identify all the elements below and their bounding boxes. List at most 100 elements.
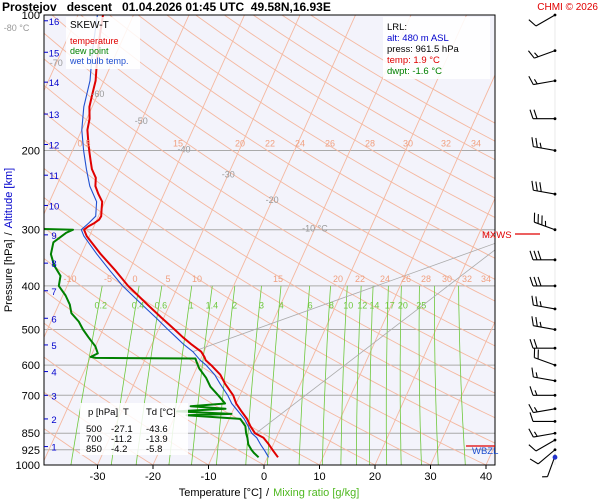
wind-barb [533, 348, 557, 367]
mixing-ratio-label: 8 [329, 301, 334, 311]
mixing-ratio-line [321, 285, 331, 465]
mixing-ratio-line [458, 285, 466, 465]
mixing-ratio-line [385, 285, 389, 465]
table-cell: 500 [86, 424, 102, 435]
wind-barb-origin [553, 49, 557, 53]
wind-barb-feather [535, 137, 538, 148]
wind-barb-half-feather [534, 52, 539, 58]
table-cell: -4.2 [111, 444, 127, 455]
x-tick-label: -20 [145, 471, 161, 483]
wind-barb-origin [553, 258, 557, 262]
mixing-ratio-line [340, 285, 348, 465]
mixing-ratio-label: 4 [279, 301, 284, 311]
mixing-ratio-label: 1 [189, 301, 194, 311]
altitude-tick-label: 14 [49, 78, 60, 89]
altitude-tick-label: 3 [51, 391, 56, 402]
wind-barb-origin [553, 192, 557, 196]
mixing-ratio-label: 17 [385, 301, 395, 311]
dry-adiabat [44, 428, 98, 465]
profile-wet-bulb-temp [80, 15, 270, 458]
wind-barb-origin [553, 228, 557, 232]
dry-adiabat-label: 22 [355, 274, 365, 284]
wind-barb [529, 109, 557, 121]
dry-adiabat [44, 289, 320, 465]
wind-barb-staff [537, 449, 556, 465]
mixing-ratio-label: 20 [398, 301, 408, 311]
wind-barb-origin [553, 407, 557, 411]
wind-barb-origin [553, 419, 557, 423]
table-header-pressure: p [hPa] [88, 407, 118, 418]
lrl-dewpoint: dwpt: -1.6 °C [387, 66, 442, 77]
wind-barb-staff [533, 376, 556, 382]
wind-barb-feather [529, 338, 534, 349]
wind-barb-feather [533, 109, 538, 119]
wind-barb-half-feather [533, 407, 538, 413]
pressure-tick-label: 500 [22, 325, 40, 337]
guide-line [255, 249, 495, 434]
dry-adiabat-label: 34 [481, 274, 491, 284]
pressure-tick-label: 1000 [16, 460, 40, 472]
isotherm-line [263, 15, 467, 465]
dry-adiabat-label: 5 [165, 274, 170, 284]
wind-barb-feather [537, 250, 542, 261]
dry-adiabat-label: 32 [441, 138, 451, 148]
altitude-tick-label: 9 [51, 231, 56, 242]
isotherm-label: -80 °C [4, 23, 30, 33]
mixing-ratio-label: 10 [343, 301, 353, 311]
wind-barb-half-feather [533, 79, 538, 85]
table-cell: -43.6 [146, 424, 168, 435]
lrl-temperature: temp: 1.9 °C [387, 55, 440, 66]
mxws-label: MXWS [482, 230, 512, 241]
isotherm-line [152, 15, 356, 465]
mixing-ratio-label: 0.2 [95, 301, 108, 311]
wind-barb-origin [553, 448, 557, 452]
wind-barb-feather [537, 276, 542, 287]
altitude-tick-label: 2 [51, 415, 56, 426]
dry-adiabat-label: 24 [295, 138, 305, 148]
dry-adiabat-label: -10 [63, 274, 76, 284]
dry-adiabat-label: 0 [132, 274, 137, 284]
wind-barb [527, 49, 557, 59]
x-axis-label-mixing: Mixing ratio [g/kg] [273, 487, 359, 499]
wind-barb [531, 137, 557, 152]
isotherm-label: -30 [222, 169, 235, 179]
x-tick-label: -30 [90, 471, 106, 483]
profile-dew-point [44, 228, 260, 459]
dry-adiabat [44, 227, 431, 465]
isotherm-label: -10 °C [302, 223, 328, 233]
wind-barb-feather [533, 338, 538, 349]
wind-barb-feather [533, 276, 538, 287]
isotherm-line [374, 197, 495, 465]
mixing-ratio-label: 3 [259, 301, 264, 311]
mixing-ratio-line [70, 285, 103, 465]
dry-adiabat-label: 32 [462, 274, 472, 284]
wind-barb-column [527, 13, 558, 478]
wind-barb-feather [535, 181, 538, 192]
legend-title: SKEW-T [70, 20, 109, 31]
altitude-tick-label: 7 [51, 287, 56, 298]
dry-adiabat [44, 111, 495, 394]
mixing-ratio-line [434, 285, 439, 465]
wind-barb-feather [535, 296, 538, 306]
wind-barb-feather [528, 75, 534, 85]
x-tick-label: 10 [313, 471, 325, 483]
isotherm-line [542, 15, 600, 465]
wind-barb-feather [529, 109, 534, 119]
dry-adiabat-label: 30 [442, 274, 452, 284]
mixing-ratio-line [369, 285, 374, 465]
lrl-title: LRL: [387, 22, 407, 33]
wind-barb-feather [531, 295, 534, 306]
legend: SKEW-T temperature dew point wet bulb te… [66, 17, 140, 69]
y-axis-label-altitude: Altitude [km] [3, 168, 15, 229]
axis-layer: -80 °C-70-60-50-40-30-20-10 °C0 5 15 20 22 24… [4, 10, 492, 483]
wind-barb-origin [553, 284, 557, 288]
mixing-ratio-line [399, 285, 402, 465]
table-cell: 700 [86, 434, 102, 445]
table-header-dewpoint: Td [°C] [146, 407, 176, 418]
wind-barb-staff [534, 50, 556, 59]
x-axis-separator: / [266, 487, 270, 499]
altitude-tick-label: 8 [51, 259, 56, 270]
surface-marker [552, 454, 558, 460]
x-tick-label: 0 [261, 471, 267, 483]
